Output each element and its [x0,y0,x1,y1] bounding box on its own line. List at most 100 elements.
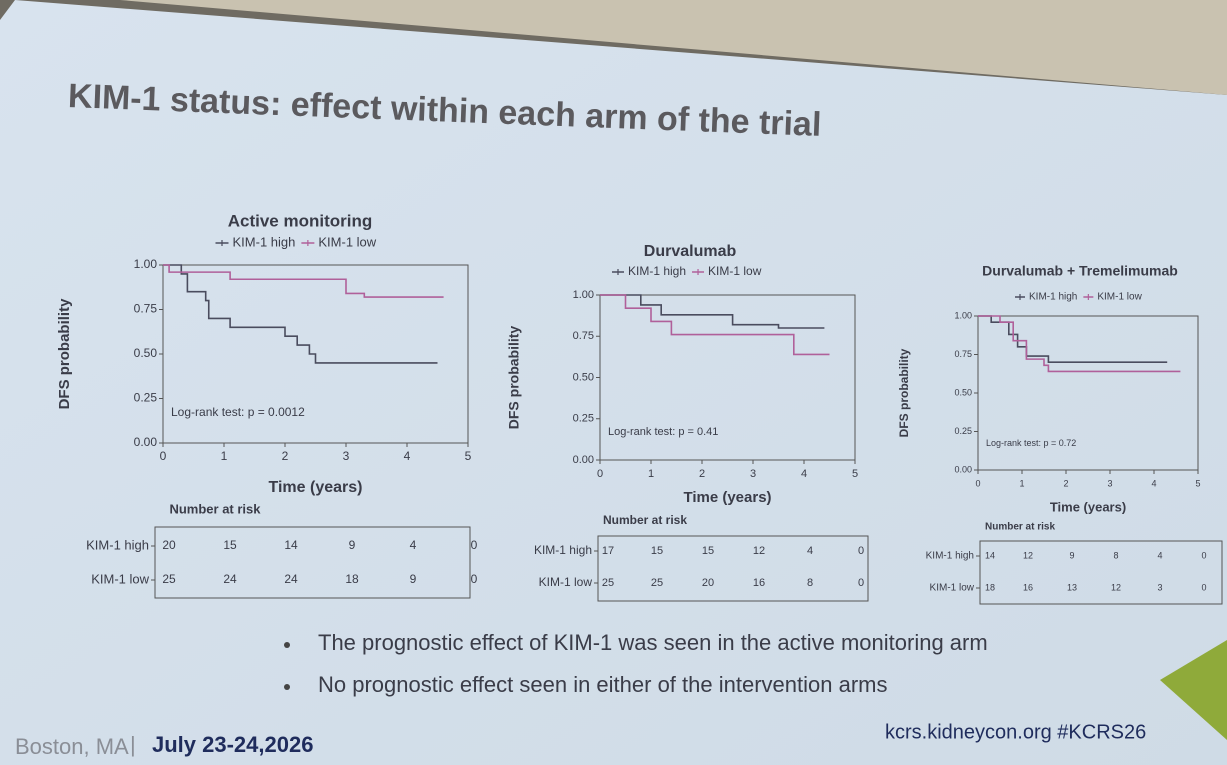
legend-label: KIM-1 low [318,234,376,249]
y-tick-label: 0.25 [134,391,158,405]
y-tick-label: 0.75 [134,302,158,316]
x-tick-label: 1 [221,449,228,463]
risk-count: 20 [702,577,714,589]
risk-row-label: KIM-1 high [926,551,974,562]
risk-count: 15 [702,545,714,557]
footer-dates: July 23-24,2026 [152,732,313,757]
bullet-dot [284,684,290,690]
legend-label: KIM-1 high [1029,292,1077,303]
risk-row-label: KIM-1 high [534,543,592,557]
chart-title: Durvalumab + Tremelimumab [982,263,1178,279]
risk-count: 14 [985,550,995,560]
x-tick-label: 3 [1107,478,1112,488]
risk-table-title: Number at risk [985,522,1055,533]
logo-shape [1160,640,1227,740]
risk-row-label: KIM-1 low [539,575,593,589]
risk-row-label: KIM-1 low [91,571,149,586]
y-tick-label: 0.50 [134,346,158,360]
x-tick-label: 0 [597,468,603,480]
risk-count: 3 [1157,582,1162,592]
y-axis-label: DFS probability [506,326,522,430]
y-tick-label: 0.00 [954,464,972,474]
risk-count: 12 [1111,582,1121,592]
x-tick-label: 0 [160,449,167,463]
x-tick-label: 2 [699,468,705,480]
x-tick-label: 3 [750,468,756,480]
risk-table-box [597,535,869,602]
risk-count: 8 [1113,550,1118,560]
annotation: Log-rank test: p = 0.72 [986,438,1076,448]
x-tick-label: 4 [801,468,807,480]
risk-count: 20 [162,538,176,552]
y-axis-label: DFS probability [56,298,73,409]
risk-row-label: KIM-1 low [930,583,975,594]
y-tick-label: 1.00 [134,257,158,271]
x-tick-label: 5 [465,449,472,463]
risk-count: 0 [1201,582,1206,592]
risk-row-label: KIM-1 high [86,537,149,552]
risk-count: 0 [471,572,478,586]
y-tick-label: 1.00 [954,310,972,320]
footer-url: kcrs.kidneycon.org #KCRS26 [885,721,1146,743]
risk-count: 25 [651,577,663,589]
y-tick-label: 0.00 [573,454,594,466]
risk-count: 0 [858,577,864,589]
risk-count: 18 [985,582,995,592]
annotation: Log-rank test: p = 0.41 [608,426,718,438]
x-tick-label: 1 [648,468,654,480]
risk-count: 8 [807,577,813,589]
risk-count: 17 [602,545,614,557]
risk-table-box [979,540,1223,605]
risk-table-title: Number at risk [603,513,687,527]
x-tick-label: 5 [852,468,858,480]
risk-table-box [154,526,471,599]
survival-curve [978,315,1181,373]
risk-count: 16 [753,577,765,589]
risk-count: 15 [223,538,237,552]
risk-count: 9 [1069,550,1074,560]
risk-count: 0 [471,538,478,552]
risk-count: 12 [1023,550,1033,560]
legend-label: KIM-1 low [708,264,762,278]
x-tick-label: 4 [1151,478,1156,488]
x-tick-label: 2 [1063,478,1068,488]
survival-curve [163,264,444,298]
y-tick-label: 0.25 [954,426,972,436]
survival-curve [163,264,438,364]
chart-title: Durvalumab [644,243,737,260]
footer-location: Boston, MA [15,734,129,759]
x-tick-label: 2 [282,449,289,463]
risk-count: 0 [1201,550,1206,560]
legend-label: KIM-1 low [1097,292,1142,303]
risk-count: 16 [1023,582,1033,592]
risk-count: 14 [284,538,298,552]
x-axis-label: Time (years) [683,489,771,506]
risk-count: 13 [1067,582,1077,592]
y-tick-label: 0.50 [573,371,594,383]
x-tick-label: 4 [404,449,411,463]
x-axis-label: Time (years) [1050,499,1126,514]
bullet: The prognostic effect of KIM-1 was seen … [318,630,988,655]
risk-count: 24 [284,572,298,586]
y-axis-label: DFS probability [897,348,911,437]
legend-label: KIM-1 high [628,264,686,278]
y-tick-label: 1.00 [573,289,594,301]
chart-title: Active monitoring [228,211,373,230]
bullet-dot [284,642,290,648]
risk-count: 4 [807,545,813,557]
risk-count: 18 [345,572,359,586]
annotation: Log-rank test: p = 0.0012 [171,405,305,419]
x-tick-label: 0 [975,478,980,488]
risk-count: 12 [753,545,765,557]
risk-count: 24 [223,572,237,586]
risk-count: 25 [602,577,614,589]
legend-label: KIM-1 high [233,234,296,249]
risk-table-title: Number at risk [169,501,261,516]
y-tick-label: 0.50 [954,387,972,397]
ceiling [120,0,1227,95]
risk-count: 9 [410,572,417,586]
x-axis-label: Time (years) [269,479,363,496]
